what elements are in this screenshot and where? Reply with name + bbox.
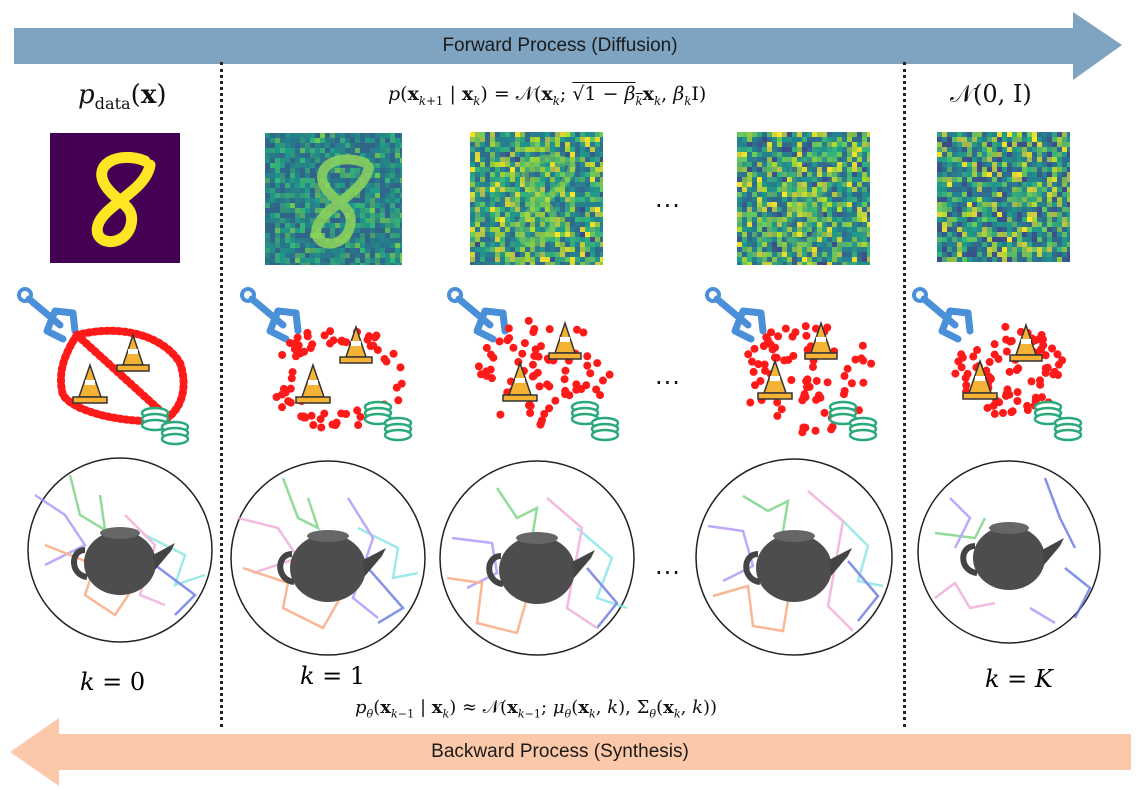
step-label-k1: k = 1 [300,662,366,690]
ellipsis-row3: ... [655,552,681,580]
traffic-cone-icon [548,320,582,360]
planning-scene-k2 [447,287,620,442]
ellipsis-row1: ... [655,185,681,213]
step-label-kK: k = K [985,665,1053,693]
noisy-image-k3 [737,132,870,265]
robot-arm-icon [447,287,509,343]
noise-image-kK [937,132,1070,262]
noisy-image-k2 [470,132,603,265]
data-distribution-label: pdata(x) [78,80,167,114]
prior-distribution-label: 𝒩(0, I) [950,80,1032,108]
teapot-icon [277,530,386,602]
robot-arm-icon [912,287,974,343]
planning-scene-k3 [705,287,878,442]
traffic-cone-icon [757,358,793,400]
divider-right [903,62,906,727]
traffic-cone-icon [804,320,838,360]
teapot-icon [743,530,852,602]
teapot-scene-k3 [695,458,893,656]
mnist-image-k0 [50,133,180,263]
coin-stack-icon [1033,400,1083,442]
planning-scene-k0 [17,287,190,446]
planning-scene-kK [912,287,1083,442]
robot-arm-icon [240,287,302,343]
noisy-image-k1 [265,133,402,265]
planning-scene-k1 [240,287,413,442]
coin-stack-icon [828,400,878,442]
coin-stack-icon [363,400,413,442]
robot-arm-icon [705,287,767,343]
backward-arrow [10,718,1131,786]
robot-arm-icon [17,287,79,343]
teapot-icon [71,527,175,595]
teapot-icon [960,522,1064,590]
teapot-icon [486,532,595,604]
reverse-step-equation: pθ(xk−1 | xk) ≈ 𝒩(xk−1; μθ(xk, k), Σθ(xk… [355,697,718,721]
traffic-cone-icon [339,324,373,364]
backward-arrow-label: Backward Process (Synthesis) [431,741,689,762]
step-label-k0: k = 0 [80,668,146,696]
ellipsis-row2: ... [655,362,681,390]
traffic-cone-icon [116,332,150,372]
teapot-scene-k0 [27,457,213,643]
traffic-cone-icon [962,358,998,400]
traffic-cone-icon [502,360,538,402]
forward-arrow [14,12,1122,80]
forward-arrow-label: Forward Process (Diffusion) [442,35,678,56]
coin-stack-icon [570,400,620,442]
teapot-scene-k2 [439,460,635,656]
traffic-cone-icon [72,362,108,404]
traffic-cone-icon [1009,322,1043,362]
forward-step-equation: p(xk+1 | xk) = 𝒩(xk; √1 − βkxk, βkI) [388,83,707,108]
divider-left [220,62,223,727]
traffic-cone-icon [295,362,331,404]
teapot-scene-k1 [230,460,426,656]
teapot-scene-kK [917,460,1101,644]
coin-stack-icon [140,406,190,446]
